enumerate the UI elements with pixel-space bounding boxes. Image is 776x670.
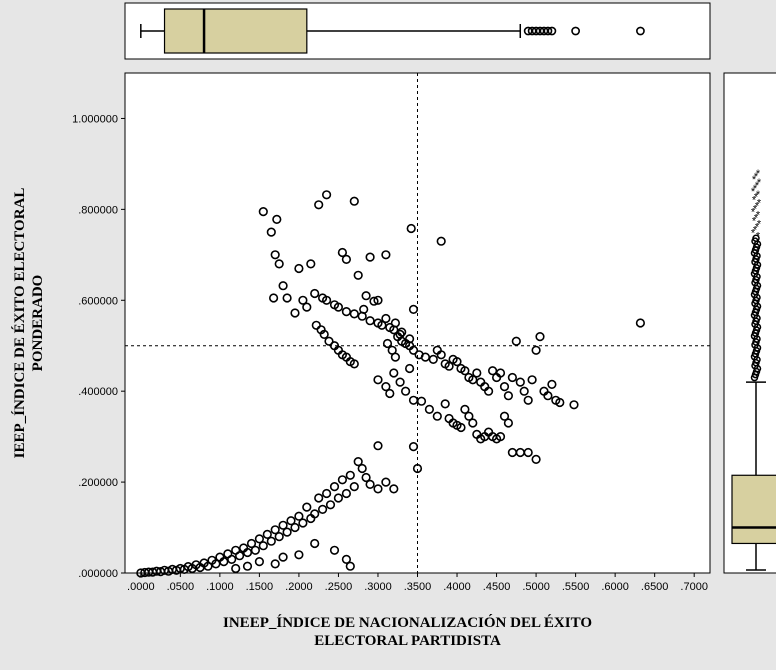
- x-tick-label: .6500: [641, 581, 669, 593]
- x-tick-label: .0000: [127, 581, 155, 593]
- x-tick-label: .0500: [167, 581, 195, 593]
- x-tick-label: .4500: [483, 581, 511, 593]
- x-axis-title-line: ELECTORAL PARTIDISTA: [314, 633, 501, 649]
- x-tick-label: .5500: [562, 581, 590, 593]
- y-tick-label: .800000: [78, 204, 118, 216]
- y-tick-label: 1.000000: [72, 113, 118, 125]
- y-tick-label: .600000: [78, 295, 118, 307]
- y-tick-label: .000000: [78, 568, 118, 580]
- x-tick-label: .1500: [246, 581, 274, 593]
- y-tick-label: .200000: [78, 477, 118, 489]
- y-axis-title-line: PONDERADO: [30, 275, 46, 372]
- x-tick-label: .6000: [601, 581, 629, 593]
- y-tick-label: .400000: [78, 386, 118, 398]
- x-tick-label: .2000: [285, 581, 313, 593]
- x-axis-title-line: INEEP_ÍNDICE DE NACIONALIZACIÓN DEL ÉXIT…: [223, 614, 592, 631]
- x-tick-label: .2500: [325, 581, 353, 593]
- right-box-extreme: *: [756, 168, 761, 180]
- x-tick-label: .3500: [404, 581, 432, 593]
- x-tick-label: .7000: [680, 581, 708, 593]
- x-tick-label: .5000: [522, 581, 550, 593]
- right-box: [732, 475, 776, 543]
- top-box: [165, 9, 307, 53]
- y-axis-title-line: IEEP_ÍNDICE DE ÉXITO ELECTORAL: [11, 188, 28, 459]
- x-tick-label: .4000: [443, 581, 471, 593]
- x-tick-label: .3000: [364, 581, 392, 593]
- x-tick-label: .1000: [206, 581, 234, 593]
